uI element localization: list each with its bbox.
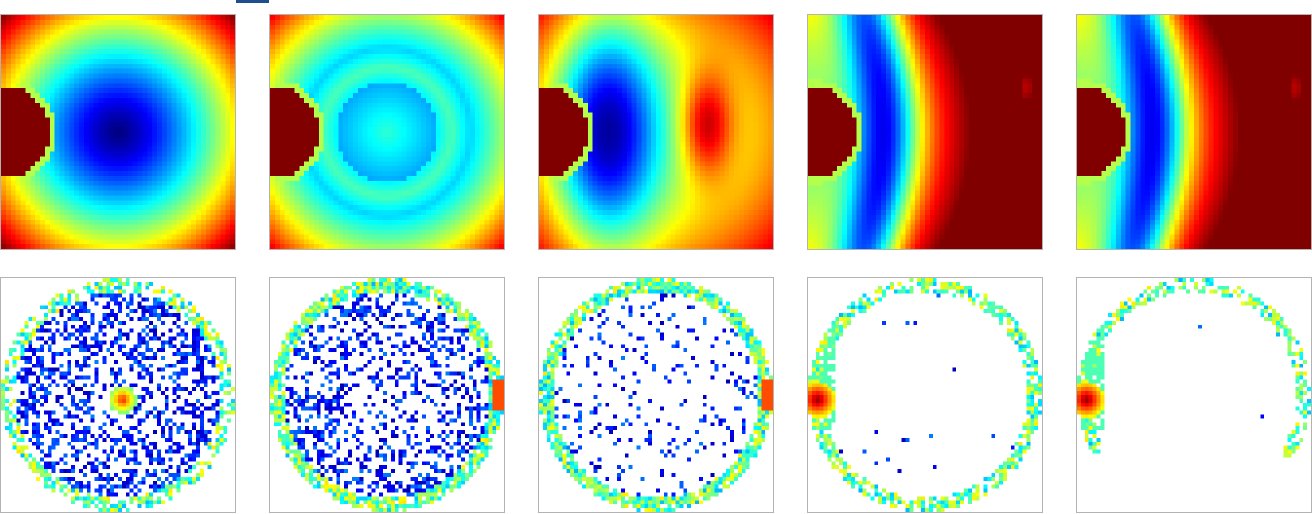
heatmap-bottom-1	[0, 277, 236, 513]
heatmap-top-1	[0, 14, 236, 250]
heatmap-top-5-canvas	[1077, 15, 1311, 249]
heatmap-bottom-2-canvas	[270, 278, 504, 512]
accent-mark	[236, 0, 269, 3]
heatmap-top-3-canvas	[539, 15, 773, 249]
heatmap-top-3	[538, 14, 774, 250]
heatmap-bottom-3-canvas	[539, 278, 773, 512]
heatmap-bottom-4	[807, 277, 1043, 513]
heatmap-top-2-canvas	[270, 15, 504, 249]
heatmap-bottom-4-canvas	[808, 278, 1042, 512]
heatmap-bottom-2	[269, 277, 505, 513]
heatmap-top-2	[269, 14, 505, 250]
heatmap-top-5	[1076, 14, 1312, 250]
heatmap-bottom-1-canvas	[1, 278, 235, 512]
heatmap-bottom-3	[538, 277, 774, 513]
heatmap-bottom-5-canvas	[1077, 278, 1311, 512]
heatmap-top-4-canvas	[808, 15, 1042, 249]
heatmap-top-4	[807, 14, 1043, 250]
heatmap-top-1-canvas	[1, 15, 235, 249]
heatmap-bottom-5	[1076, 277, 1312, 513]
